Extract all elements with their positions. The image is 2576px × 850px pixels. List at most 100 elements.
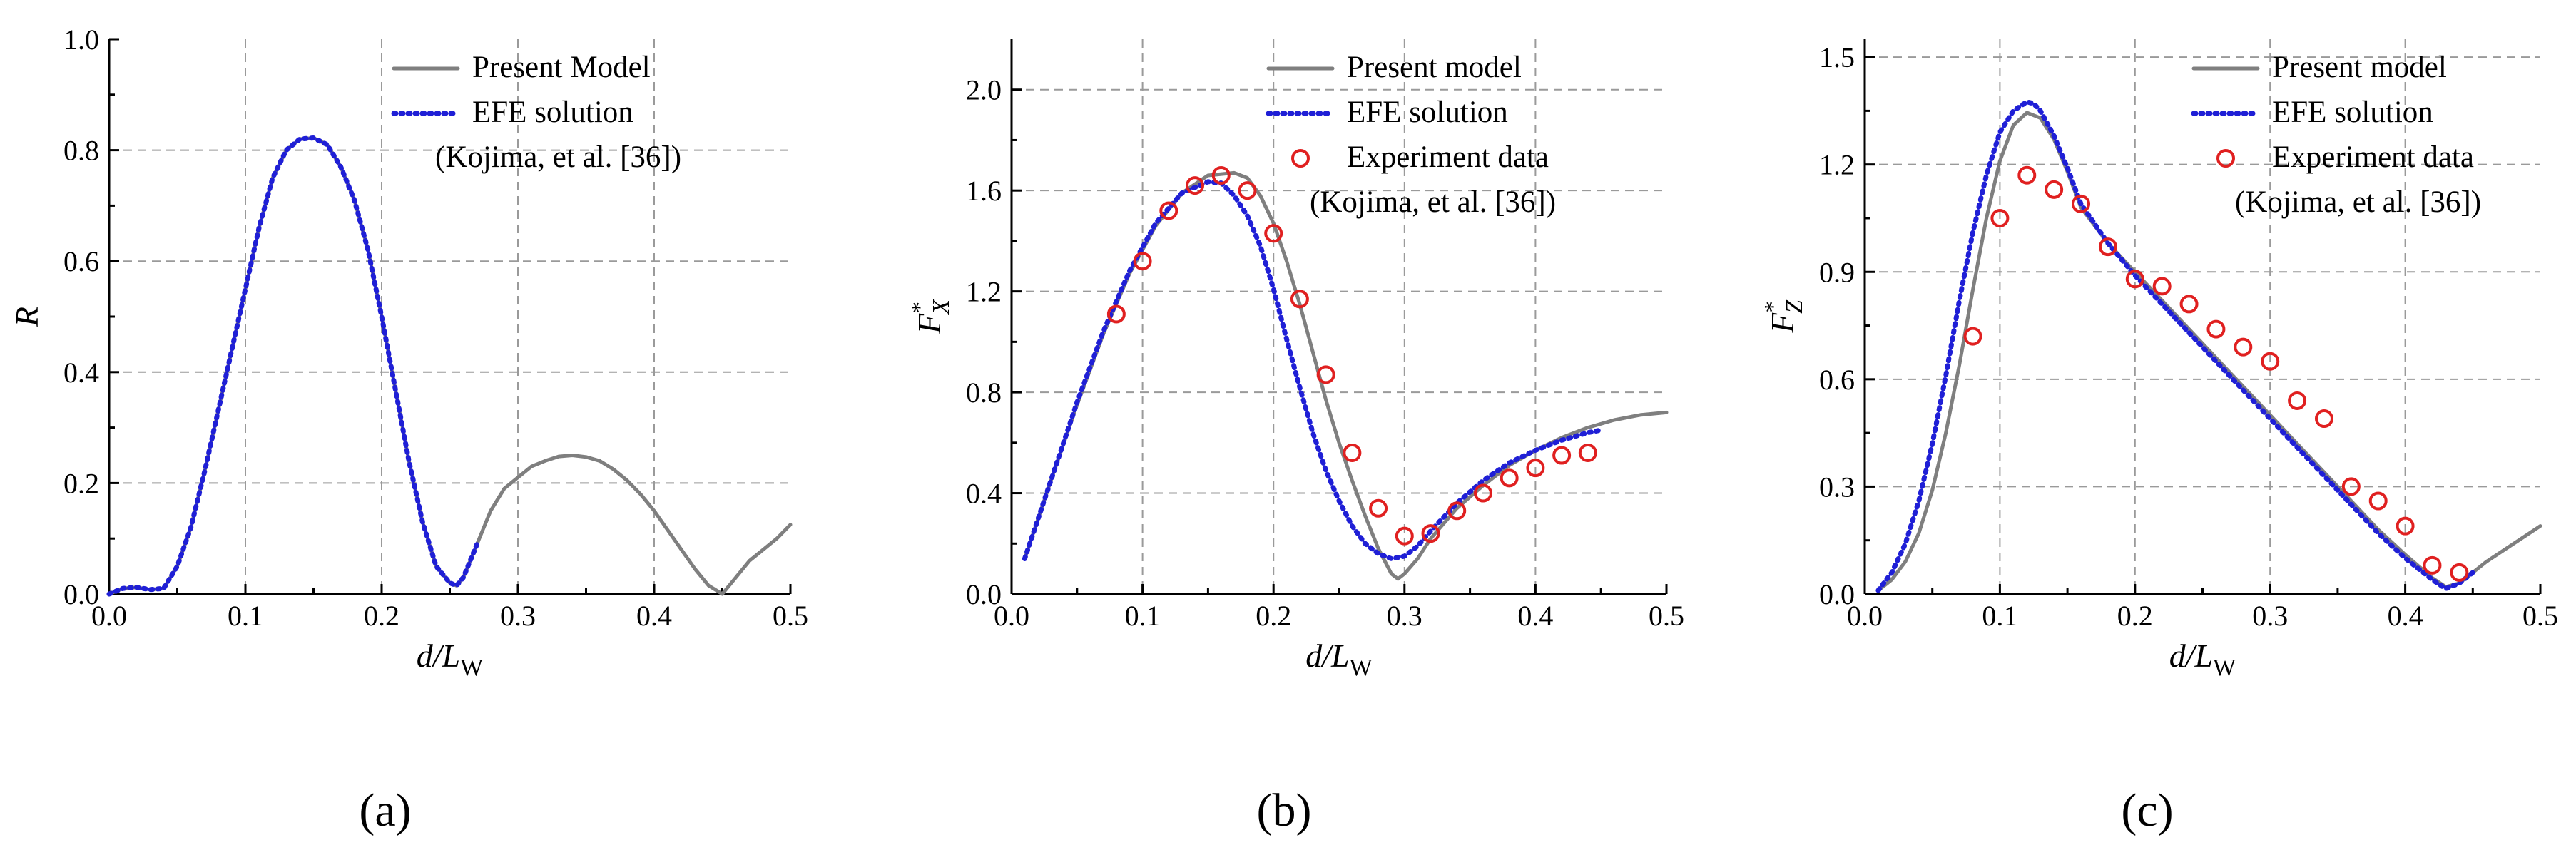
x-tick-label: 0.2 xyxy=(1256,600,1291,632)
chart-panel-b: 0.0 0.1 0.2 0.3 0.4 0.5 0.0 0.4 0.8 1.2 1.6 2.0 Pres… xyxy=(907,39,1684,836)
data-point xyxy=(1211,165,1231,185)
y-tick-label: 1.6 xyxy=(966,175,1002,207)
y-axis-title-sup: * xyxy=(1760,301,1786,313)
x-tick-label: 0.4 xyxy=(636,600,672,632)
x-axis-title: d/LW xyxy=(1305,638,1373,681)
y-tick-label: 2.0 xyxy=(966,74,1002,106)
data-point xyxy=(1990,208,2010,227)
x-axis-title-sub: W xyxy=(460,655,484,681)
x-tick-label: 0.4 xyxy=(1517,600,1553,632)
series-efe-solution xyxy=(1022,179,1604,561)
series-line xyxy=(1875,99,2475,593)
legend-label: (Kojima, et al. [36]) xyxy=(435,140,681,174)
legend-label: (Kojima, et al. [36]) xyxy=(1310,185,1556,219)
y-tick-label: 1.2 xyxy=(966,276,1002,308)
data-point xyxy=(1264,224,1283,243)
x-tick-label: 0.4 xyxy=(2388,600,2423,632)
x-tick-label: 0.5 xyxy=(2522,600,2558,632)
plot-area xyxy=(1865,39,2540,594)
legend-label: Present model xyxy=(2272,51,2447,84)
x-tick-label: 0.3 xyxy=(500,600,536,632)
data-point xyxy=(1447,501,1467,521)
data-point xyxy=(2179,295,2199,314)
data-point xyxy=(2261,352,2280,371)
legend-label: EFE solution xyxy=(1347,96,1508,129)
data-point xyxy=(1238,181,1257,200)
x-tick-label: 0.1 xyxy=(228,600,263,632)
data-point xyxy=(1290,290,1309,309)
series-efe-solution xyxy=(106,135,480,597)
data-point xyxy=(2288,391,2307,410)
data-point xyxy=(1369,498,1388,518)
data-point xyxy=(2450,563,2469,582)
data-point xyxy=(2098,237,2117,257)
panel-label: (a) xyxy=(359,784,411,836)
series-line xyxy=(106,135,480,597)
legend: Present Model EFE solution (Kojima, et al.… xyxy=(391,51,681,174)
y-axis-title-sup: * xyxy=(907,302,933,314)
data-point xyxy=(1106,304,1126,324)
legend-label: Present model xyxy=(1347,51,1522,84)
y-tick-label: 1.2 xyxy=(1819,149,1855,181)
y-axis-title-main: F xyxy=(911,313,947,334)
legend-label: Present Model xyxy=(472,51,651,84)
y-tick-label: 0.8 xyxy=(966,377,1002,409)
data-point xyxy=(2125,270,2144,289)
x-tick-label: 0.2 xyxy=(364,600,399,632)
y-tick-label: 0.9 xyxy=(1819,256,1855,288)
data-point xyxy=(1343,443,1362,462)
data-point xyxy=(2072,194,2091,213)
series-experiment-data xyxy=(1106,165,1597,546)
data-point xyxy=(1526,459,1545,478)
x-tick-label: 0.3 xyxy=(1387,600,1422,632)
x-tick-label: 0.0 xyxy=(1847,600,1883,632)
y-tick-label: 0.0 xyxy=(966,578,1002,610)
y-tick-label: 0.4 xyxy=(966,478,1002,510)
series-efe-solution xyxy=(1875,99,2475,593)
data-point xyxy=(1500,468,1519,488)
x-tick-label: 0.5 xyxy=(773,600,808,632)
panel-label: (c) xyxy=(2121,784,2173,836)
data-point xyxy=(1578,443,1597,462)
legend-label: Experiment data xyxy=(1347,140,1549,174)
y-axis-title: F*X xyxy=(907,299,954,334)
legend-swatch xyxy=(2216,149,2235,168)
x-tick-label: 0.2 xyxy=(2117,600,2153,632)
legend-swatch xyxy=(1291,149,1310,168)
y-tick-label: 0.3 xyxy=(1819,471,1855,503)
data-point xyxy=(1473,483,1492,503)
x-axis-title: d/LW xyxy=(2169,638,2236,681)
data-point xyxy=(1552,446,1572,465)
data-point xyxy=(1159,201,1178,220)
data-point xyxy=(1421,524,1440,543)
x-tick-label: 0.3 xyxy=(2252,600,2288,632)
series-experiment-data xyxy=(1963,165,2469,582)
y-tick-label: 0.8 xyxy=(63,135,99,167)
x-tick-label: 0.1 xyxy=(1125,600,1161,632)
legend-label: EFE solution xyxy=(2272,96,2433,129)
legend: Present model EFE solution Experiment data… xyxy=(2191,51,2481,219)
x-axis-title-sub: W xyxy=(2213,655,2236,681)
data-point xyxy=(1395,526,1414,546)
legend-label: EFE solution xyxy=(472,96,633,129)
data-point xyxy=(2423,555,2442,575)
x-axis-title-main: d/L xyxy=(1305,638,1349,674)
data-point xyxy=(1316,365,1335,384)
y-tick-label: 0.0 xyxy=(1819,578,1855,610)
y-tick-label: 1.5 xyxy=(1819,41,1855,73)
y-tick-label: 0.0 xyxy=(63,578,99,610)
legend: Present model EFE solution Experiment data… xyxy=(1266,51,1556,219)
y-tick-label: 0.6 xyxy=(1819,364,1855,396)
y-axis-title-main: F xyxy=(1764,312,1801,334)
plot-area xyxy=(109,39,790,594)
data-point xyxy=(2017,165,2037,185)
y-axis-title-main: R xyxy=(9,307,45,327)
y-axis-title: R xyxy=(9,307,45,327)
data-point xyxy=(2045,180,2064,199)
series-line xyxy=(1022,179,1604,561)
y-axis-title-sub: Z xyxy=(1781,299,1808,314)
data-point xyxy=(2368,491,2388,511)
y-tick-label: 0.2 xyxy=(63,467,99,499)
x-tick-label: 0.0 xyxy=(994,600,1029,632)
y-axis-title: F*Z xyxy=(1760,299,1808,334)
